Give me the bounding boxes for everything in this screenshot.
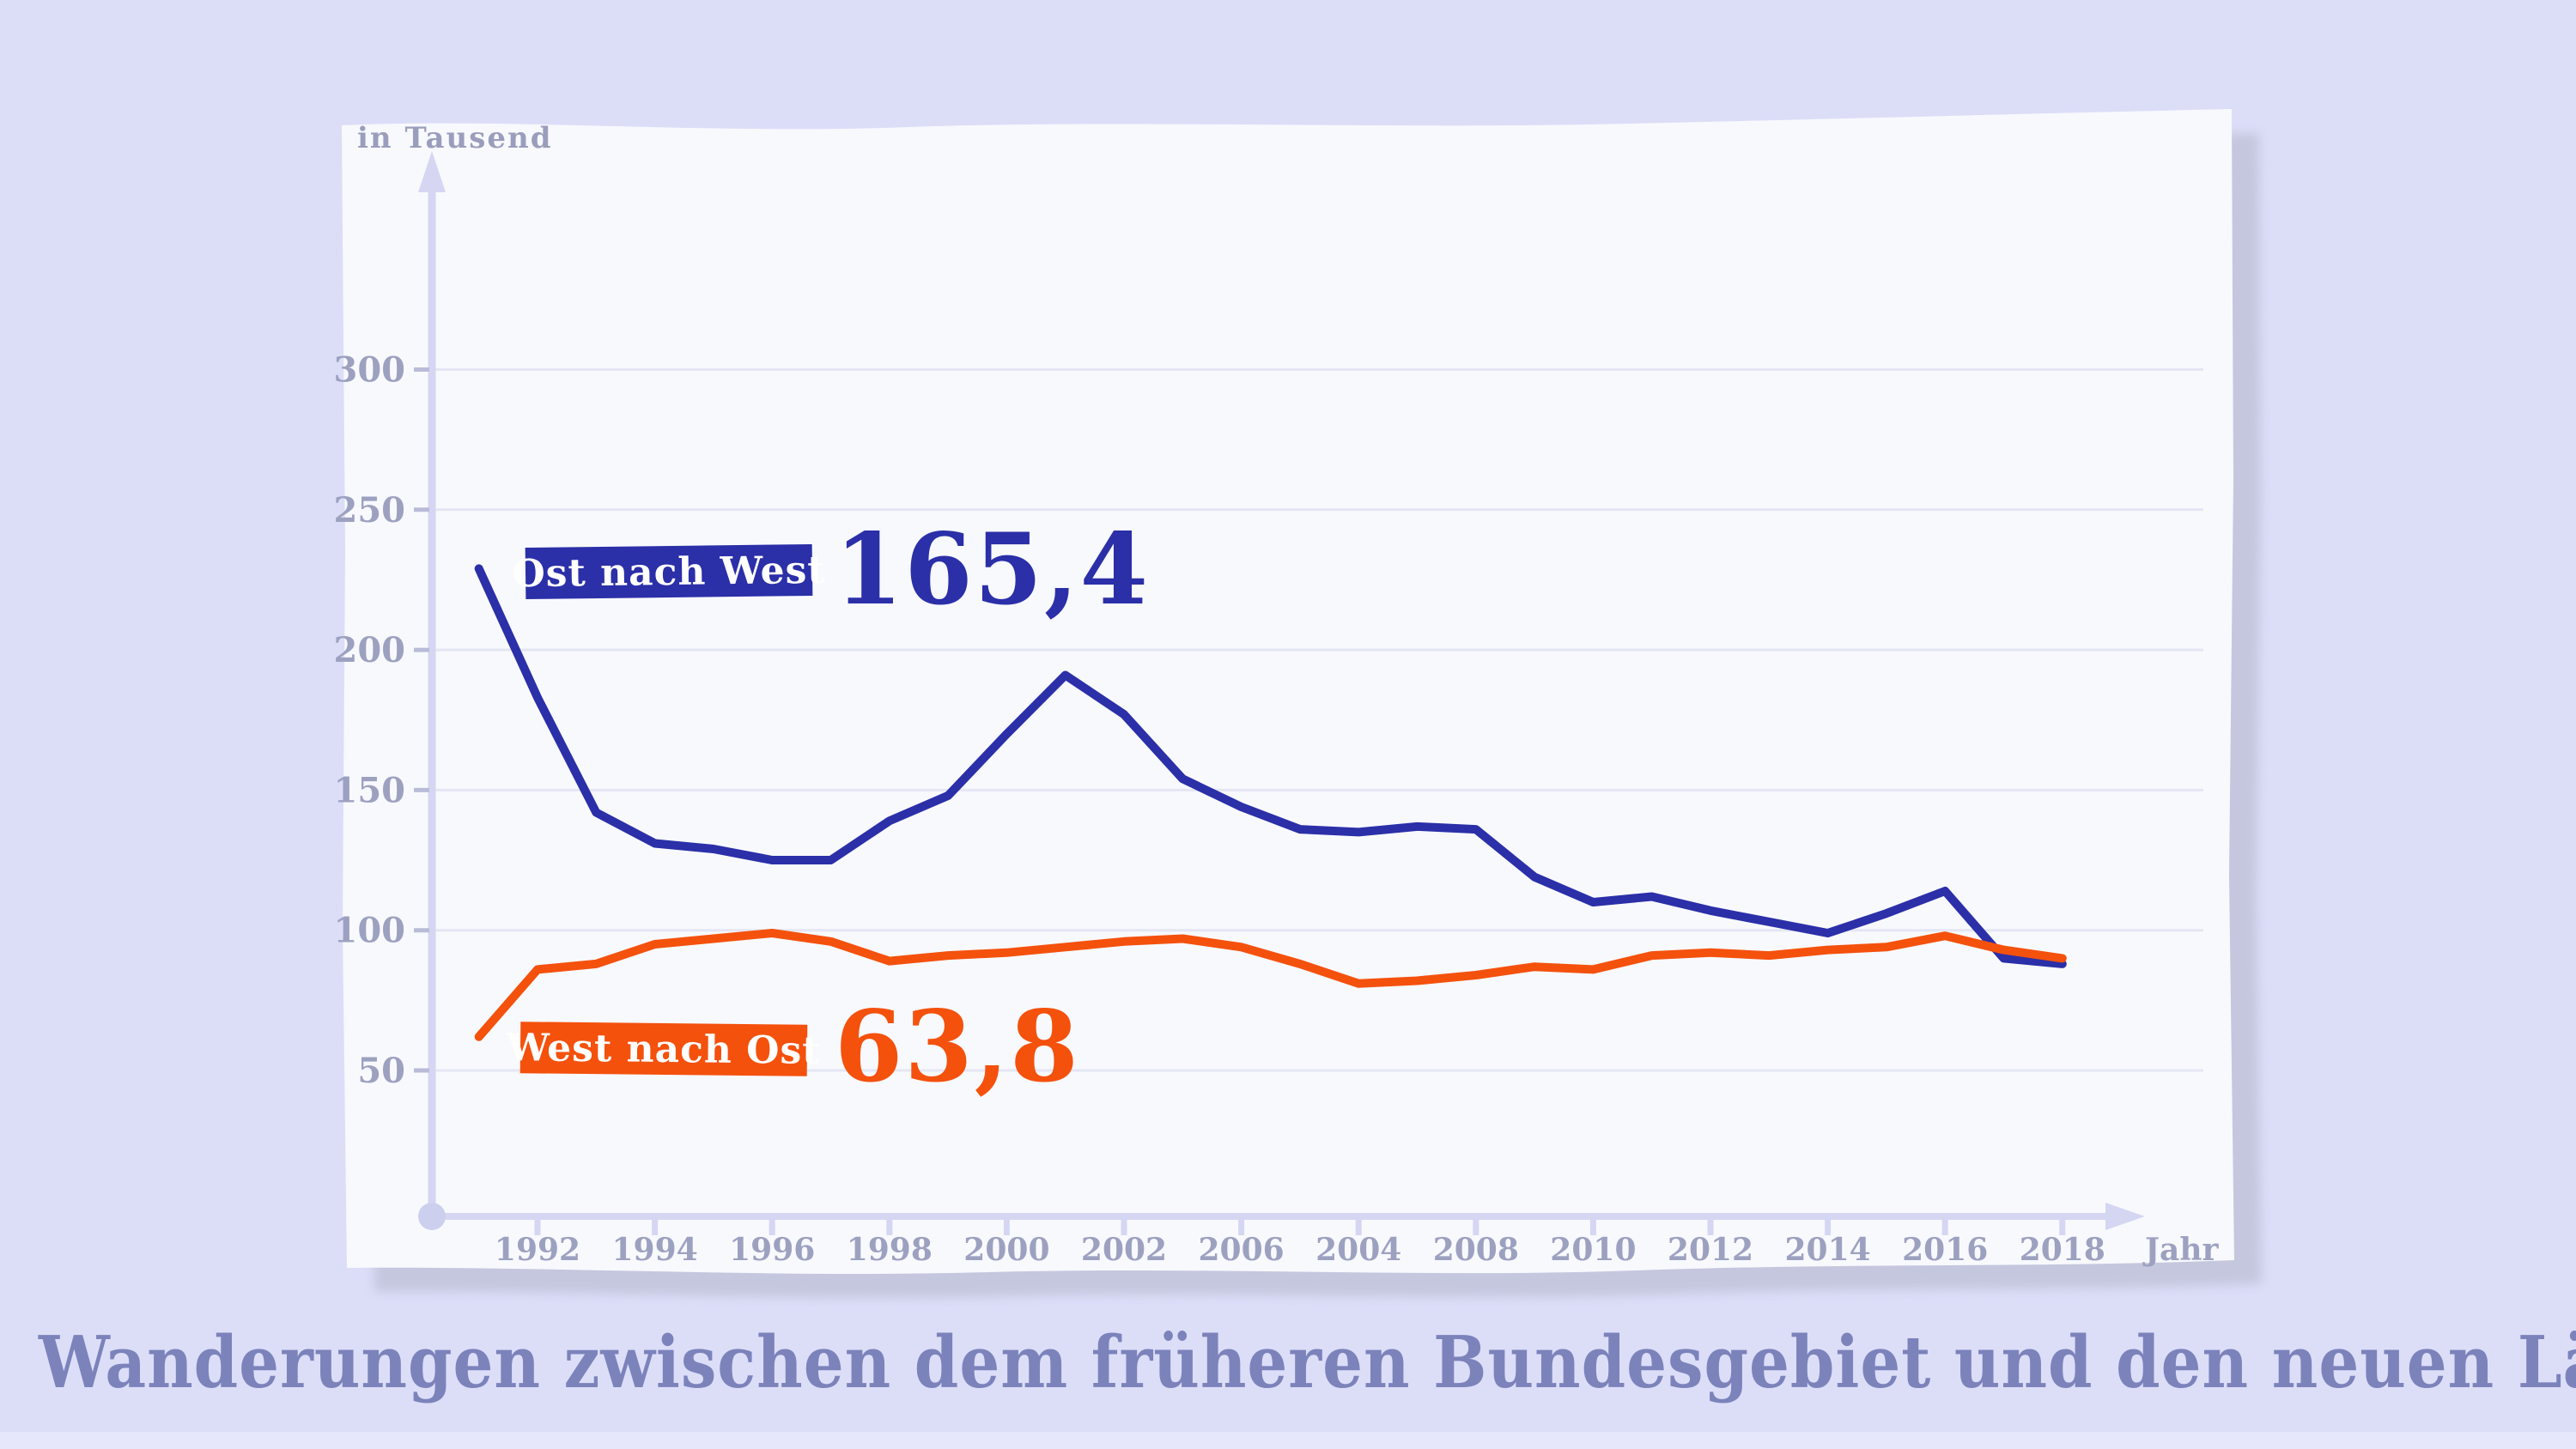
y-tick-label: 50 [357, 1051, 405, 1091]
bottom-strip [0, 1432, 2576, 1449]
x-tick-label: 2018 [2020, 1232, 2105, 1268]
x-tick-label: 2016 [1902, 1232, 1988, 1268]
legend-ost-nach-west-label: Ost nach West [512, 548, 826, 596]
x-tick-label: 2004 [1315, 1232, 1401, 1268]
chart-title: Wanderungen zwischen dem früheren Bundes… [39, 1320, 2576, 1404]
y-tick-label: 200 [334, 630, 406, 670]
x-tick-label: 2012 [1668, 1232, 1753, 1268]
series-line-west-nach-ost [474, 929, 2067, 1041]
legend-west-nach-ost: West nach Ost [507, 1022, 821, 1076]
x-tick-label: 2002 [1081, 1232, 1167, 1268]
value-ost-nach-west: 165,4 [835, 512, 1150, 627]
x-tick-label: 1996 [729, 1232, 815, 1268]
legend-ost-nach-west: Ost nach West [512, 543, 826, 600]
y-tick-label: 150 [334, 770, 406, 810]
x-tick-label: 1992 [495, 1232, 580, 1268]
x-tick-label: 1994 [611, 1232, 697, 1268]
x-tick-label: 2000 [963, 1232, 1049, 1268]
value-west-nach-ost: 63,8 [835, 989, 1080, 1104]
series-line-ost-nach-west [474, 564, 2067, 968]
x-tick-label: 2006 [1198, 1232, 1284, 1268]
x-tick-label: 2008 [1433, 1232, 1519, 1268]
unit-label: in Tausend [357, 121, 553, 155]
y-tick-label: 300 [334, 350, 406, 391]
y-axis-arrow-icon [418, 151, 446, 192]
origin-dot [418, 1203, 446, 1230]
paper-sheet [342, 109, 2234, 1274]
y-tick-label: 250 [334, 490, 406, 530]
x-tick-label: 2014 [1784, 1232, 1870, 1268]
x-tick-label: 1998 [847, 1232, 933, 1268]
legend-west-nach-ost-label: West nach Ost [507, 1025, 821, 1073]
x-tick-label: 2010 [1550, 1232, 1636, 1268]
y-tick-label: 100 [334, 911, 406, 951]
x-axis-title: Jahr [2142, 1232, 2220, 1268]
x-axis-arrow-icon [2105, 1203, 2145, 1230]
